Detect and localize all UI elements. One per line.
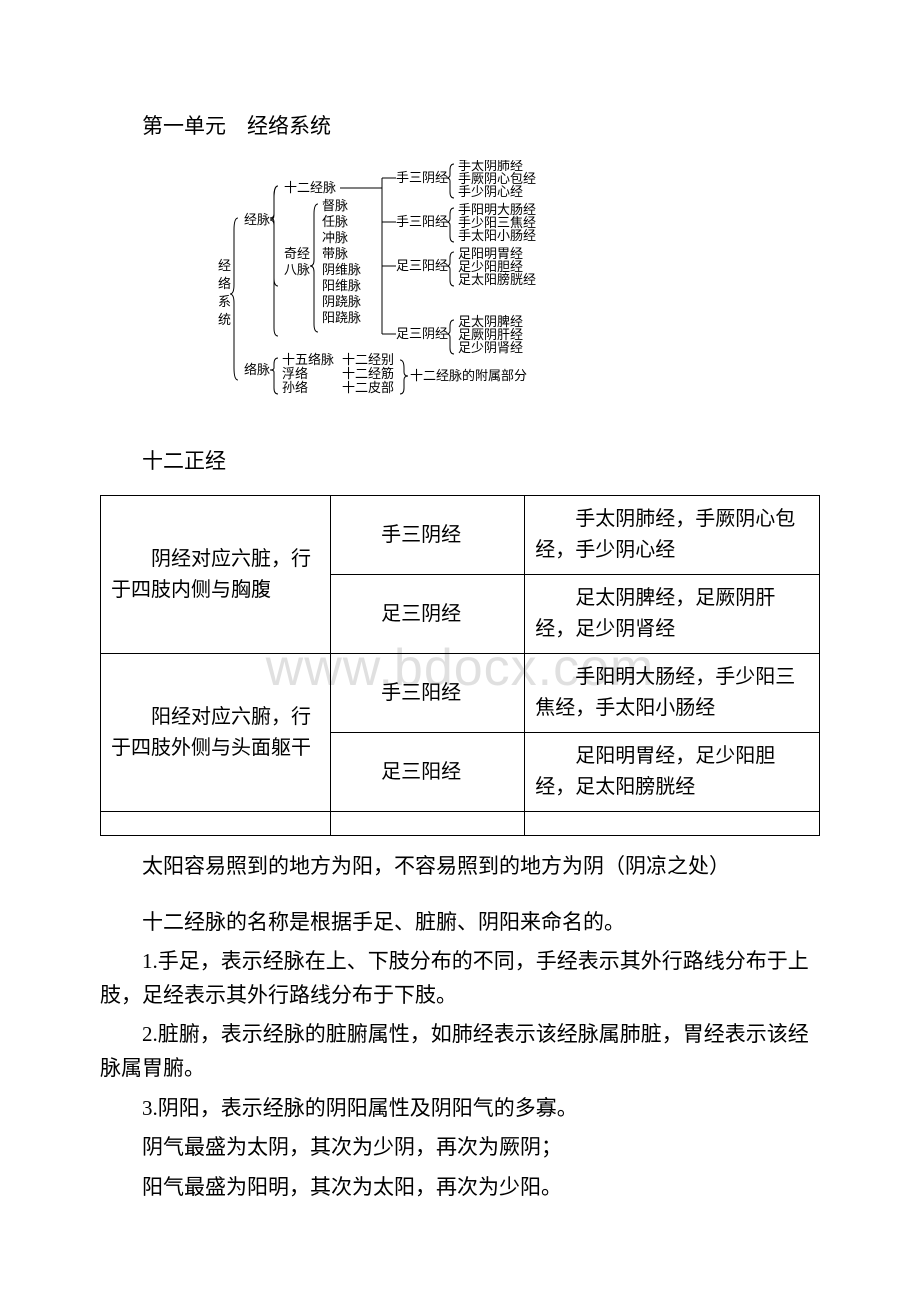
twelve-group: 足三阴经 <box>396 326 448 341</box>
unit-title: 第一单元 经络系统 <box>100 110 820 140</box>
qijing-item: 督脉 <box>322 198 348 213</box>
cell: 足三阴经 <box>331 575 525 654</box>
qijing-label: 八脉 <box>284 262 310 277</box>
paragraph: 2.脏腑，表示经脉的脏腑属性，如肺经表示该经脉属肺脏，胃经表示该经脉属胃腑。 <box>100 1018 820 1085</box>
qijing-item: 阳维脉 <box>322 278 361 293</box>
cell: 足阳明胃经，足少阳胆经，足太阳膀胱经 <box>525 733 820 812</box>
paragraph: 1.手足，表示经脉在上、下肢分布的不同，手经表示其外行路线分布于上肢，足经表示其… <box>100 945 820 1012</box>
root-char: 系 <box>218 294 231 309</box>
luomai-item: 孙络 <box>282 380 308 395</box>
meridian-leaf: 手太阳小肠经 <box>458 228 536 243</box>
paragraph: 太阳容易照到的地方为阳，不容易照到的地方为阴（阴凉之处） <box>100 850 820 884</box>
paragraph: 阳气最盛为阳明，其次为太阳，再次为少阳。 <box>100 1171 820 1205</box>
luomai-item: 十五络脉 <box>282 352 334 367</box>
twelve-group: 足三阳经 <box>396 258 448 273</box>
attached-item: 十二皮部 <box>342 380 394 395</box>
meridian-leaf: 足少阴肾经 <box>458 340 523 355</box>
paragraph: 3.阴阳，表示经脉的阴阳属性及阴阳气的多寡。 <box>100 1092 820 1126</box>
meridian-leaf: 手少阴心经 <box>458 184 523 199</box>
qijing-item: 任脉 <box>322 214 348 229</box>
meridian-leaf: 足太阳膀胱经 <box>458 272 536 287</box>
cell: 手三阴经 <box>331 496 525 575</box>
attached-label: 十二经脉的附属部分 <box>410 368 527 383</box>
table-row: 阳经对应六腑，行于四肢外侧与头面躯干 手三阳经 手阳明大肠经，手少阳三焦经，手太… <box>101 654 820 733</box>
meridian-tree-diagram: 经 络 系 统 经脉 络脉 十二经脉 奇经 八脉 督脉 任脉 冲脉 带脉 阴维脉… <box>210 160 710 405</box>
cell-blank <box>331 812 525 836</box>
table-row-blank <box>101 812 820 836</box>
cell: 足太阴脾经，足厥阴肝经，足少阴肾经 <box>525 575 820 654</box>
attached-item: 十二经别 <box>342 352 394 367</box>
qijing-item: 冲脉 <box>322 230 348 245</box>
root-char: 统 <box>218 312 231 327</box>
paragraph: 阴气最盛为太阴，其次为少阴，再次为厥阴； <box>100 1131 820 1165</box>
cell-blank <box>525 812 820 836</box>
qijing-label: 奇经 <box>284 246 310 261</box>
cell: 手阳明大肠经，手少阳三焦经，手太阳小肠经 <box>525 654 820 733</box>
cell: 足三阳经 <box>331 733 525 812</box>
qijing-item: 阳跷脉 <box>322 310 361 325</box>
subheading: 十二正经 <box>100 445 820 475</box>
twelve-meridians-table: 阴经对应六脏，行于四肢内侧与胸腹 手三阴经 手太阴肺经，手厥阴心包经，手少阴心经… <box>100 495 820 836</box>
cell: 手三阳经 <box>331 654 525 733</box>
qijing-item: 带脉 <box>322 246 348 261</box>
jingmai-child: 十二经脉 <box>284 180 336 195</box>
body-paragraphs: 太阳容易照到的地方为阳，不容易照到的地方为阴（阴凉之处） 十二经脉的名称是根据手… <box>100 850 820 1204</box>
level1-label: 经脉 <box>244 212 270 227</box>
qijing-item: 阴跷脉 <box>322 294 361 309</box>
paragraph: 十二经脉的名称是根据手足、脏腑、阴阳来命名的。 <box>100 906 820 940</box>
level1-label: 络脉 <box>244 362 270 377</box>
twelve-group: 手三阳经 <box>396 214 448 229</box>
root-char: 经 <box>218 258 231 273</box>
qijing-item: 阴维脉 <box>322 262 361 277</box>
attached-item: 十二经筋 <box>342 366 394 381</box>
luomai-item: 浮络 <box>282 366 308 381</box>
cell-yang-desc: 阳经对应六腑，行于四肢外侧与头面躯干 <box>101 654 331 812</box>
cell-yin-desc: 阴经对应六脏，行于四肢内侧与胸腹 <box>101 496 331 654</box>
root-char: 络 <box>218 276 231 291</box>
cell-blank <box>101 812 331 836</box>
table-row: 阴经对应六脏，行于四肢内侧与胸腹 手三阴经 手太阴肺经，手厥阴心包经，手少阴心经 <box>101 496 820 575</box>
twelve-group: 手三阴经 <box>396 170 448 185</box>
cell: 手太阴肺经，手厥阴心包经，手少阴心经 <box>525 496 820 575</box>
